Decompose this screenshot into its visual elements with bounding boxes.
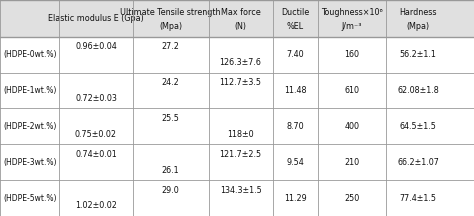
- Text: 11.29: 11.29: [284, 194, 306, 203]
- Text: Toughness×10⁶: Toughness×10⁶: [321, 8, 383, 17]
- Text: (HDPE-2wt.%): (HDPE-2wt.%): [3, 122, 56, 131]
- Text: %EL: %EL: [286, 22, 304, 31]
- Bar: [0, 108, 474, 144]
- Text: 64.5±1.5: 64.5±1.5: [400, 122, 437, 131]
- Text: 112.7±3.5: 112.7±3.5: [219, 78, 262, 87]
- Text: 8.70: 8.70: [286, 122, 304, 131]
- Text: 126.3±7.6: 126.3±7.6: [219, 58, 262, 67]
- Text: 66.2±1.07: 66.2±1.07: [397, 158, 439, 167]
- Text: Elastic modulus E (Gpa): Elastic modulus E (Gpa): [48, 14, 144, 23]
- Text: 25.5: 25.5: [162, 114, 180, 123]
- Text: 56.2±1.1: 56.2±1.1: [400, 50, 437, 59]
- Text: J/m⁻³: J/m⁻³: [342, 22, 362, 31]
- Bar: [0, 0, 474, 37]
- Text: 7.40: 7.40: [286, 50, 304, 59]
- Text: 11.48: 11.48: [284, 86, 306, 95]
- Text: 0.75±0.02: 0.75±0.02: [75, 130, 117, 139]
- Text: (HDPE-3wt.%): (HDPE-3wt.%): [3, 158, 56, 167]
- Bar: [0, 180, 474, 216]
- Text: Ultimate Tensile strength: Ultimate Tensile strength: [120, 8, 221, 17]
- Text: 0.74±0.01: 0.74±0.01: [75, 150, 117, 159]
- Text: 9.54: 9.54: [286, 158, 304, 167]
- Text: 121.7±2.5: 121.7±2.5: [219, 150, 262, 159]
- Text: (N): (N): [235, 22, 246, 31]
- Text: (Mpa): (Mpa): [407, 22, 430, 31]
- Text: 250: 250: [344, 194, 360, 203]
- Text: 160: 160: [345, 50, 359, 59]
- Bar: [0, 73, 474, 108]
- Text: 62.08±1.8: 62.08±1.8: [397, 86, 439, 95]
- Text: Ductile: Ductile: [281, 8, 309, 17]
- Text: 29.0: 29.0: [162, 186, 180, 195]
- Text: 0.96±0.04: 0.96±0.04: [75, 42, 117, 51]
- Text: (HDPE-5wt.%): (HDPE-5wt.%): [3, 194, 56, 203]
- Text: 118±0: 118±0: [227, 130, 254, 139]
- Bar: [0, 37, 474, 73]
- Text: 27.2: 27.2: [162, 42, 180, 51]
- Text: (HDPE-1wt.%): (HDPE-1wt.%): [3, 86, 56, 95]
- Text: 610: 610: [345, 86, 359, 95]
- Text: (Mpa): (Mpa): [159, 22, 182, 31]
- Text: 26.1: 26.1: [162, 166, 180, 175]
- Text: 24.2: 24.2: [162, 78, 180, 87]
- Text: 77.4±1.5: 77.4±1.5: [400, 194, 437, 203]
- Text: 1.02±0.02: 1.02±0.02: [75, 202, 117, 210]
- Text: 0.72±0.03: 0.72±0.03: [75, 94, 117, 103]
- Text: Max force: Max force: [221, 8, 260, 17]
- Bar: [0, 144, 474, 180]
- Text: 400: 400: [345, 122, 359, 131]
- Text: (HDPE-0wt.%): (HDPE-0wt.%): [3, 50, 56, 59]
- Text: 134.3±1.5: 134.3±1.5: [219, 186, 262, 195]
- Text: Hardness: Hardness: [400, 8, 437, 17]
- Text: 210: 210: [345, 158, 359, 167]
